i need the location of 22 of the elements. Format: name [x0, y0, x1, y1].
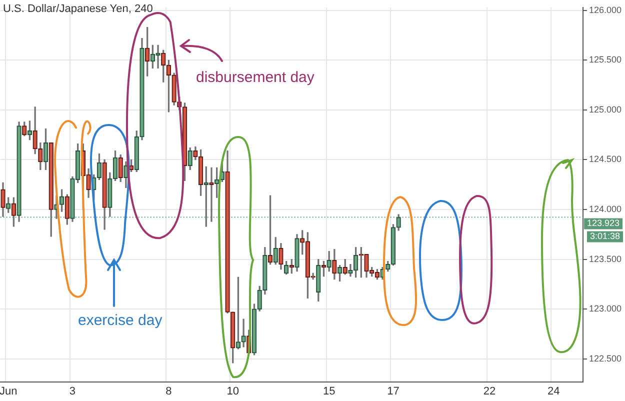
ref-line-label: 123.923 [587, 218, 620, 228]
y-tick-label: 124.000 [589, 204, 622, 214]
y-tick-label: 125.000 [589, 104, 622, 114]
x-tick-label: 8 [166, 385, 172, 398]
annotation: disbursement day [196, 69, 314, 86]
x-tick-label: Jun [0, 385, 18, 398]
y-tick-label: 125.500 [589, 54, 622, 65]
x-tick-label: 3 [69, 385, 76, 398]
x-tick-label: 22 [483, 385, 496, 398]
y-tick-label: 126.000 [589, 4, 622, 15]
y-tick-label: 123.500 [589, 254, 622, 264]
candlestick [241, 318, 246, 348]
x-tick-label: 17 [387, 385, 400, 398]
annotation: exercise day [78, 312, 162, 329]
x-tick-label: 15 [322, 385, 336, 398]
x-tick-label: 24 [547, 385, 560, 398]
x-tick-label: 10 [226, 385, 239, 398]
text: 3:01:38 [590, 231, 620, 242]
y-tick-label: 122.500 [589, 353, 622, 364]
y-tick-label: 124.500 [589, 154, 622, 164]
y-tick-label: 123.000 [589, 304, 622, 314]
chart-title: U.S. Dollar/Japanese Yen, 240 [3, 3, 153, 15]
